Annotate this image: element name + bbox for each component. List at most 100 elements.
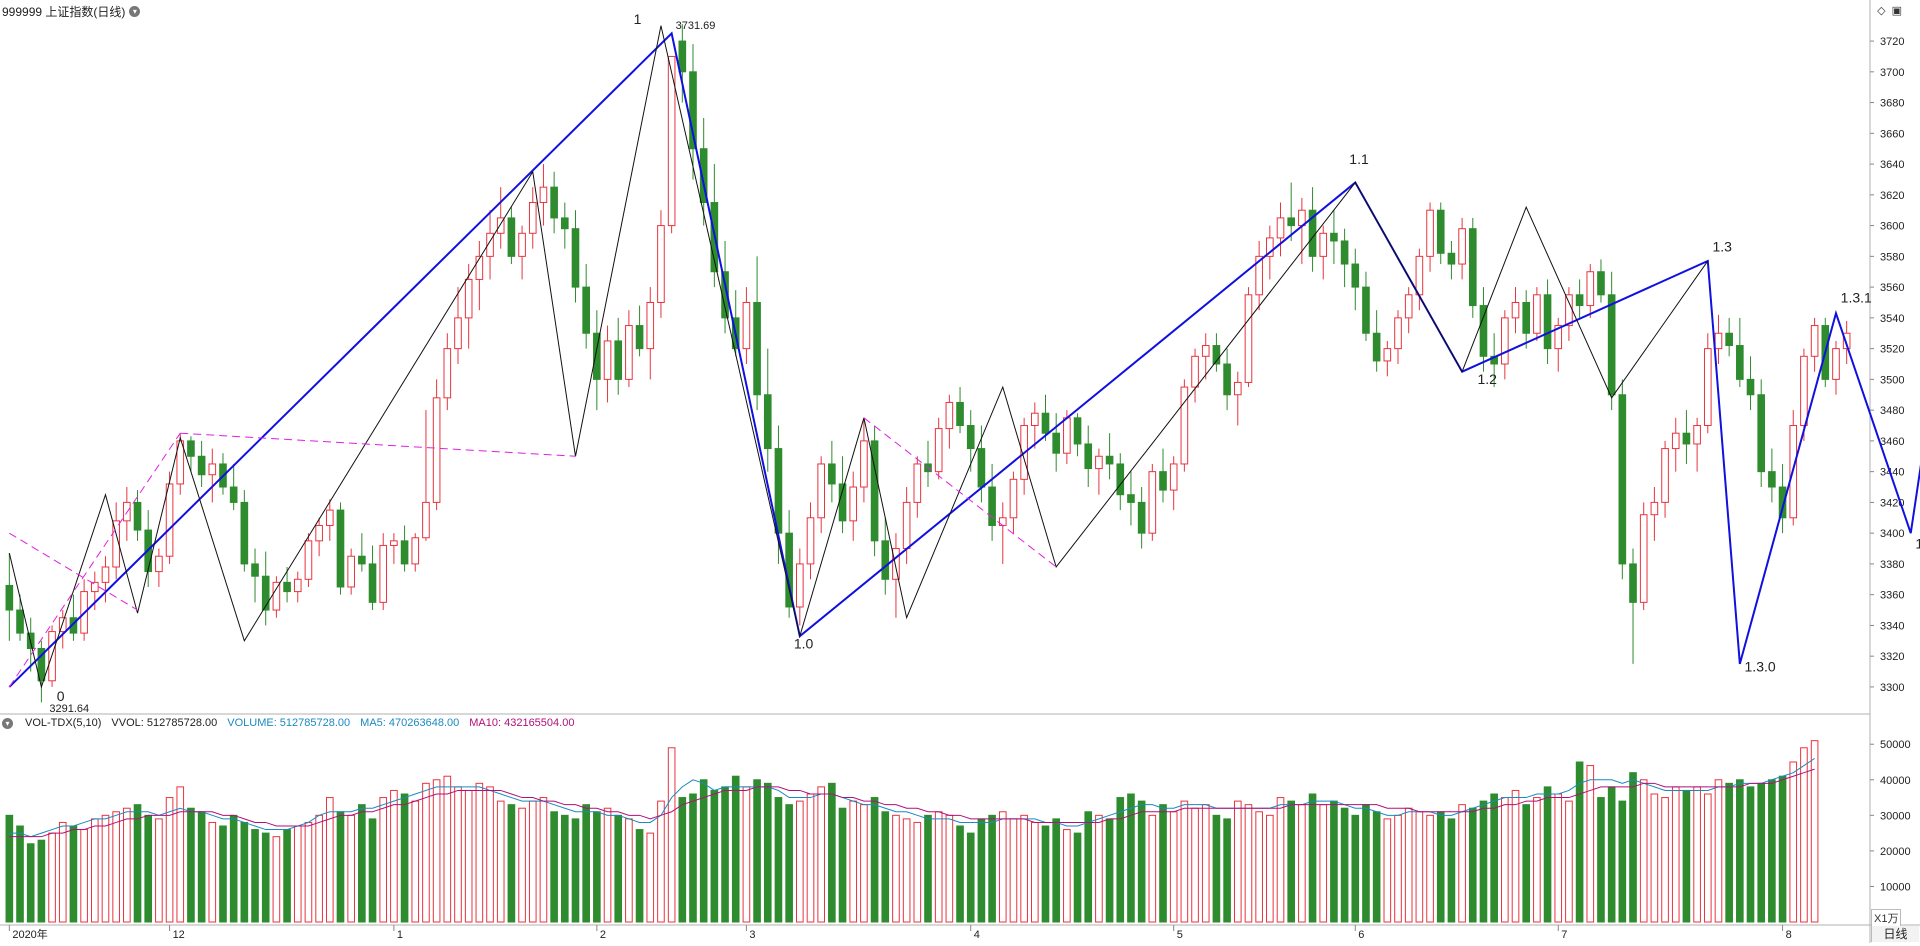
candle-body[interactable] [208, 463, 217, 476]
volume-bar[interactable] [1148, 814, 1157, 923]
volume-bar[interactable] [112, 811, 120, 923]
volume-bar[interactable] [1597, 797, 1605, 923]
candle-body[interactable] [251, 563, 259, 577]
candle-body[interactable] [368, 563, 377, 603]
candle-body[interactable] [1180, 386, 1189, 465]
candle-body[interactable] [1629, 563, 1637, 603]
volume-bar[interactable] [998, 811, 1007, 923]
volume-bar[interactable] [26, 843, 35, 923]
candle-body[interactable] [1607, 294, 1616, 396]
candle-body[interactable] [678, 40, 687, 73]
candle-body[interactable] [1586, 271, 1595, 307]
candle-body[interactable] [187, 440, 195, 457]
candle-body[interactable] [1746, 378, 1755, 396]
chevron-down-icon[interactable]: ▾ [2, 717, 13, 729]
candle-body[interactable] [507, 217, 516, 257]
candle-body[interactable] [1479, 305, 1488, 357]
volume-bar[interactable] [753, 779, 761, 923]
candle-body[interactable] [1725, 332, 1733, 347]
candle-body[interactable] [486, 232, 494, 257]
volume-bar[interactable] [892, 814, 900, 923]
candle-body[interactable] [1404, 294, 1413, 319]
volume-bar[interactable] [5, 814, 14, 923]
candle-body[interactable] [1639, 514, 1648, 603]
volume-bar[interactable] [603, 807, 612, 923]
candle-body[interactable] [1009, 478, 1018, 519]
volume-bar[interactable] [763, 782, 772, 923]
volume-bar[interactable] [571, 818, 580, 923]
candle-body[interactable] [90, 581, 99, 593]
volume-bar[interactable] [48, 832, 56, 923]
volume-bar[interactable] [870, 797, 879, 923]
indicator-name[interactable]: VOL-TDX(5,10) [25, 717, 102, 729]
candle-body[interactable] [1041, 412, 1050, 434]
volume-bar[interactable] [1276, 797, 1285, 923]
candle-body[interactable] [806, 517, 815, 565]
candle-body[interactable] [646, 301, 655, 350]
volume-bar[interactable] [1810, 740, 1819, 923]
volume-bar[interactable] [101, 814, 110, 923]
volume-bar[interactable] [1725, 782, 1733, 923]
volume-bar[interactable] [1020, 814, 1028, 923]
candle-body[interactable] [988, 486, 996, 526]
candle-body[interactable] [176, 440, 185, 485]
volume-bar[interactable] [486, 786, 494, 923]
candle-body[interactable] [1383, 348, 1392, 362]
volume-bar[interactable] [678, 797, 687, 923]
panel-icon[interactable]: ▣ [1891, 5, 1902, 17]
volume-bar[interactable] [1169, 811, 1178, 923]
candle-body[interactable] [1575, 294, 1584, 307]
period-label[interactable]: 日线 [1871, 926, 1919, 942]
candle-body[interactable] [1116, 463, 1125, 496]
candle-body[interactable] [336, 509, 345, 588]
volume-bar[interactable] [336, 811, 345, 923]
volume-bar[interactable] [1661, 797, 1669, 923]
volume-bar[interactable] [1426, 814, 1434, 923]
candle-body[interactable] [432, 397, 441, 503]
volume-bar[interactable] [1479, 800, 1488, 923]
candle-body[interactable] [742, 301, 751, 350]
volume-bar[interactable] [1586, 765, 1595, 923]
candle-body[interactable] [464, 278, 473, 319]
candle-body[interactable] [1426, 209, 1434, 257]
volume-bar[interactable] [507, 804, 516, 923]
candle-body[interactable] [1768, 471, 1776, 488]
volume-bar[interactable] [1116, 797, 1125, 923]
volume-bar[interactable] [1757, 782, 1766, 923]
volume-bar[interactable] [251, 829, 259, 923]
volume-bar[interactable] [454, 786, 462, 923]
candle-body[interactable] [1458, 228, 1466, 265]
candle-body[interactable] [1276, 217, 1285, 239]
candle-body[interactable] [667, 55, 676, 227]
volume-bar[interactable] [710, 789, 719, 923]
candle-body[interactable] [1084, 443, 1093, 470]
candle-body[interactable] [966, 425, 975, 450]
candle-body[interactable] [347, 555, 355, 588]
candle-body[interactable] [1832, 348, 1840, 380]
volume-bar[interactable] [229, 814, 238, 923]
volume-bar[interactable] [261, 832, 270, 923]
volume-bar[interactable] [1063, 829, 1071, 923]
candle-body[interactable] [1212, 345, 1221, 365]
candle-body[interactable] [1031, 412, 1039, 427]
candle-body[interactable] [1169, 463, 1178, 491]
volume-bar[interactable] [1159, 804, 1167, 923]
volume-bar[interactable] [881, 811, 890, 923]
candle-body[interactable] [197, 455, 206, 476]
candle-body[interactable] [443, 348, 452, 399]
volume-bar[interactable] [432, 779, 441, 923]
volume-bar[interactable] [379, 797, 388, 923]
candle-body[interactable] [603, 340, 612, 380]
candle-body[interactable] [1372, 332, 1381, 362]
volume-bar[interactable] [69, 825, 78, 923]
candle-body[interactable] [1671, 432, 1680, 450]
candle-body[interactable] [155, 555, 163, 573]
volume-bar[interactable] [1137, 800, 1146, 923]
volume-bar[interactable] [197, 811, 206, 923]
volume-bar[interactable] [368, 818, 377, 923]
volume-bar[interactable] [1073, 832, 1082, 923]
candle-body[interactable] [934, 428, 943, 473]
candle-body[interactable] [1468, 228, 1477, 307]
candle-body[interactable] [1618, 394, 1627, 565]
